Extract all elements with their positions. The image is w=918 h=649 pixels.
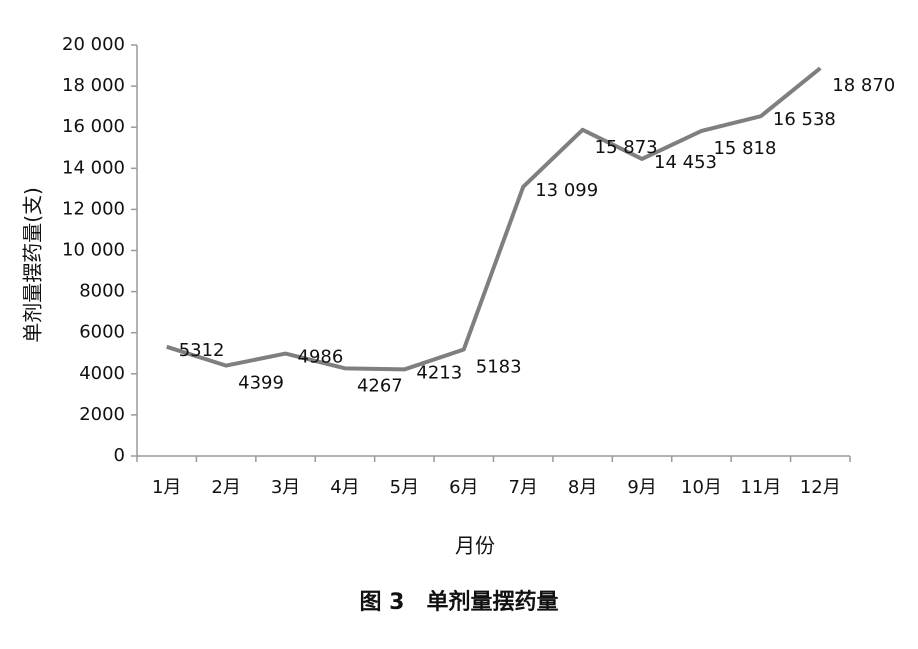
y-tick-label: 8000 — [79, 281, 125, 302]
y-tick-label: 2000 — [79, 404, 125, 425]
y-tick-label: 10 000 — [62, 240, 125, 261]
data-label: 4213 — [416, 362, 462, 383]
x-tick-label: 7月 — [508, 477, 537, 498]
data-label: 13 099 — [535, 180, 598, 201]
y-tick-label: 20 000 — [62, 34, 125, 55]
data-label: 15 873 — [595, 137, 658, 158]
y-tick-label: 18 000 — [62, 75, 125, 96]
x-tick-label: 4月 — [330, 477, 359, 498]
y-axis-label: 单剂量摆药量(支) — [21, 187, 45, 343]
data-label: 18 870 — [832, 75, 895, 96]
x-tick-label: 2月 — [211, 477, 240, 498]
data-label: 5312 — [179, 340, 225, 361]
x-tick-label: 9月 — [627, 477, 656, 498]
data-label: 16 538 — [773, 109, 836, 130]
x-tick-label: 1月 — [152, 477, 181, 498]
data-label: 14 453 — [654, 152, 717, 173]
x-tick-label: 11月 — [740, 477, 781, 498]
data-label: 5183 — [476, 356, 522, 377]
x-axis-label: 月份 — [455, 534, 495, 558]
caption: 图 3 单剂量摆药量 — [360, 589, 559, 615]
x-tick-label: 10月 — [681, 477, 722, 498]
data-label: 4399 — [238, 373, 284, 394]
data-label: 4267 — [357, 375, 403, 396]
data-line — [166, 66, 822, 372]
y-tick-label: 6000 — [79, 322, 125, 343]
y-tick-label: 12 000 — [62, 198, 125, 219]
x-tick-label: 8月 — [568, 477, 597, 498]
data-label: 4986 — [298, 347, 344, 368]
y-tick-label: 16 000 — [62, 116, 125, 137]
y-tick-label: 14 000 — [62, 157, 125, 178]
x-tick-label: 3月 — [271, 477, 300, 498]
x-tick-label: 6月 — [449, 477, 478, 498]
x-tick-label: 5月 — [390, 477, 419, 498]
y-tick-label: 4000 — [79, 363, 125, 384]
y-tick-label: 0 — [114, 445, 125, 466]
data-label: 15 818 — [713, 138, 776, 159]
x-tick-label: 12月 — [800, 477, 841, 498]
